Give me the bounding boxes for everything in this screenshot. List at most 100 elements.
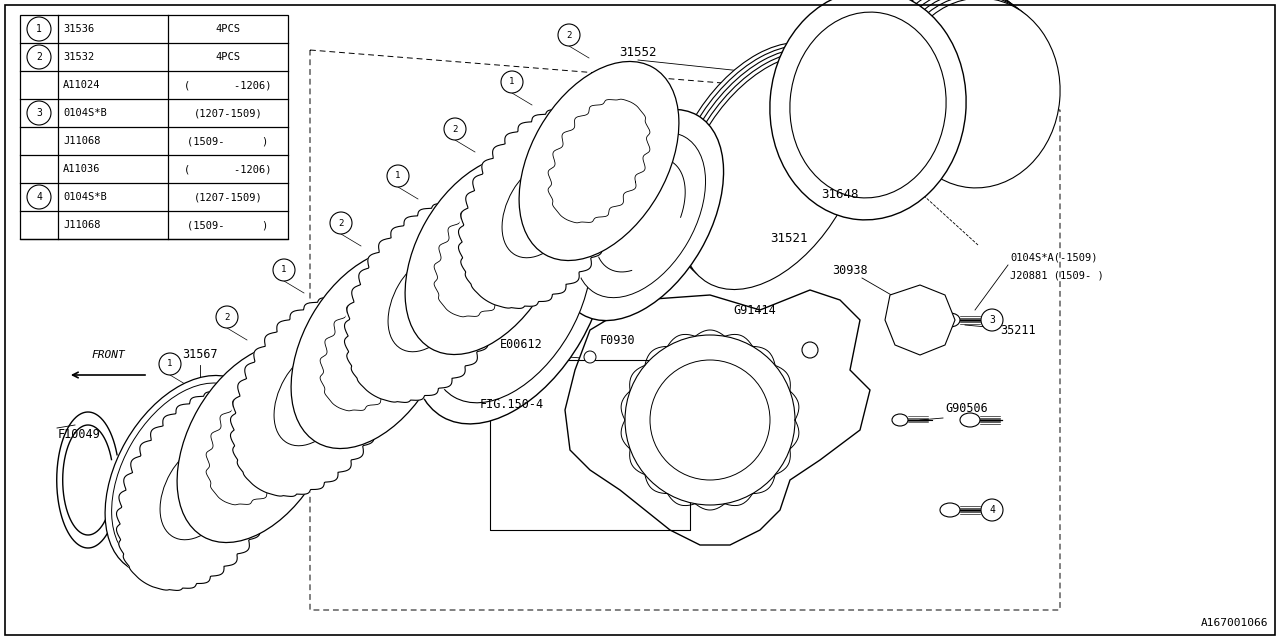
Text: F10049: F10049 [58, 429, 101, 442]
Ellipse shape [105, 376, 265, 575]
Ellipse shape [502, 158, 582, 258]
Ellipse shape [960, 413, 980, 427]
Text: 31536: 31536 [63, 24, 95, 34]
Text: 1: 1 [396, 172, 401, 180]
Circle shape [387, 165, 410, 187]
Ellipse shape [404, 156, 564, 355]
Ellipse shape [230, 296, 398, 497]
Ellipse shape [520, 61, 678, 260]
Ellipse shape [879, 0, 1044, 176]
Text: 31567: 31567 [182, 349, 218, 362]
Ellipse shape [790, 12, 946, 198]
Ellipse shape [650, 360, 771, 480]
Ellipse shape [888, 0, 1052, 182]
Ellipse shape [388, 252, 468, 352]
Text: 3: 3 [989, 315, 995, 325]
Ellipse shape [412, 176, 608, 424]
Text: 4: 4 [36, 192, 42, 202]
Text: A167001066: A167001066 [1201, 618, 1268, 628]
Text: 31532: 31532 [63, 52, 95, 62]
Ellipse shape [769, 0, 966, 220]
Ellipse shape [625, 335, 795, 505]
Text: J11068: J11068 [63, 220, 101, 230]
Text: 1: 1 [509, 77, 515, 86]
Polygon shape [564, 290, 870, 545]
Text: 2: 2 [566, 31, 572, 40]
Text: 30938: 30938 [832, 264, 868, 276]
Text: G90506: G90506 [945, 401, 988, 415]
Ellipse shape [667, 42, 852, 278]
Text: F0930: F0930 [600, 333, 636, 346]
Ellipse shape [940, 503, 960, 517]
Polygon shape [884, 285, 955, 355]
Ellipse shape [274, 346, 355, 445]
Text: 4PCS: 4PCS [215, 24, 241, 34]
Text: 1: 1 [36, 24, 42, 34]
Circle shape [27, 101, 51, 125]
Circle shape [159, 353, 180, 375]
Ellipse shape [177, 344, 337, 543]
Ellipse shape [520, 61, 678, 260]
Text: 31521: 31521 [771, 232, 808, 244]
Ellipse shape [557, 109, 723, 321]
Text: 31648: 31648 [822, 189, 859, 202]
Circle shape [444, 118, 466, 140]
Text: 4PCS: 4PCS [215, 52, 241, 62]
Text: 31668: 31668 [411, 218, 449, 232]
Ellipse shape [678, 54, 865, 289]
Ellipse shape [458, 108, 626, 308]
Text: A11024: A11024 [63, 80, 101, 90]
Ellipse shape [344, 202, 512, 403]
Ellipse shape [429, 197, 591, 403]
Circle shape [584, 351, 596, 363]
Ellipse shape [892, 414, 908, 426]
Text: (1207-1509): (1207-1509) [193, 192, 262, 202]
FancyBboxPatch shape [20, 15, 288, 239]
Ellipse shape [160, 440, 239, 540]
Text: 1: 1 [282, 266, 287, 275]
Circle shape [216, 306, 238, 328]
Circle shape [803, 342, 818, 358]
Text: 31552: 31552 [620, 45, 657, 58]
Circle shape [330, 212, 352, 234]
Ellipse shape [884, 0, 1048, 179]
Ellipse shape [676, 51, 861, 287]
Ellipse shape [404, 156, 564, 355]
Ellipse shape [111, 383, 259, 567]
Ellipse shape [291, 250, 451, 449]
Ellipse shape [116, 389, 284, 591]
Ellipse shape [892, 0, 1056, 185]
Text: 2: 2 [224, 312, 229, 321]
Text: A11036: A11036 [63, 164, 101, 174]
Circle shape [27, 45, 51, 69]
Text: 0104S*A(-1509): 0104S*A(-1509) [1010, 253, 1097, 263]
Text: (1509-      ): (1509- ) [187, 220, 269, 230]
Circle shape [980, 309, 1004, 331]
Text: 2: 2 [338, 218, 344, 227]
Text: (       -1206): ( -1206) [184, 80, 271, 90]
Ellipse shape [876, 0, 1041, 173]
Ellipse shape [177, 344, 337, 543]
Text: G91414: G91414 [733, 303, 777, 317]
Circle shape [558, 24, 580, 46]
Circle shape [27, 185, 51, 209]
Ellipse shape [291, 250, 451, 449]
Text: 35211: 35211 [1000, 323, 1036, 337]
Circle shape [980, 499, 1004, 521]
Text: J11068: J11068 [63, 136, 101, 146]
Ellipse shape [669, 45, 856, 280]
Text: 0104S*B: 0104S*B [63, 192, 106, 202]
Text: (1207-1509): (1207-1509) [193, 108, 262, 118]
Text: E00612: E00612 [500, 339, 543, 351]
Text: 4: 4 [989, 505, 995, 515]
Text: 2: 2 [452, 125, 458, 134]
Text: (1509-      ): (1509- ) [187, 136, 269, 146]
Circle shape [500, 71, 524, 93]
Ellipse shape [896, 0, 1060, 188]
Text: FRONT: FRONT [91, 350, 125, 360]
Text: 3: 3 [36, 108, 42, 118]
Circle shape [273, 259, 294, 281]
Text: J20881 (1509- ): J20881 (1509- ) [1010, 270, 1103, 280]
Text: FIG.150-4: FIG.150-4 [480, 399, 544, 412]
Text: 1: 1 [168, 360, 173, 369]
